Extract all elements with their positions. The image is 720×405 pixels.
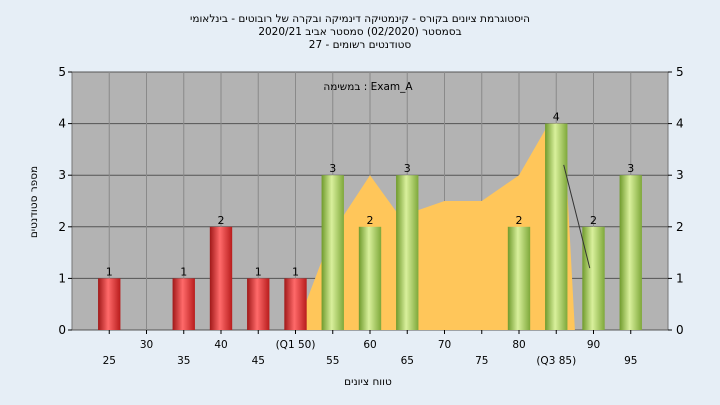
y-axis-title: מספר סטודנטים bbox=[28, 166, 40, 238]
bar-60 bbox=[358, 226, 382, 330]
bar-80 bbox=[507, 226, 531, 330]
y-tick-label-left: 5 bbox=[58, 65, 66, 79]
bar-value-label-35: 1 bbox=[180, 265, 187, 278]
x-tick-label: 55 bbox=[326, 355, 339, 367]
bar-50 bbox=[284, 278, 307, 330]
bar-value-label-85: 4 bbox=[553, 111, 560, 124]
x-tick-label: 90 bbox=[587, 339, 600, 351]
bar-90 bbox=[582, 226, 605, 330]
y-tick-label-left: 0 bbox=[58, 323, 66, 337]
bar-65 bbox=[396, 175, 419, 330]
y-tick-label-right: 3 bbox=[676, 168, 684, 182]
y-tick-label-left: 4 bbox=[58, 117, 66, 131]
chart-title-line-2: בסמסטר (02/2020) סמסטר אביב 2020/21 bbox=[258, 26, 461, 38]
y-tick-label-left: 1 bbox=[58, 271, 66, 285]
bar-value-label-45: 1 bbox=[255, 265, 262, 278]
chart-title-line-3: סטודנטים רשומים - 27 bbox=[309, 39, 412, 51]
bar-25 bbox=[98, 278, 121, 330]
bar-55 bbox=[321, 175, 344, 330]
trend-line bbox=[563, 164, 591, 269]
y-tick-label-right: 2 bbox=[676, 220, 684, 234]
x-tick-label: 75 bbox=[475, 355, 488, 367]
y-axis-right: 0 1 2 3 4 5 bbox=[668, 65, 684, 337]
y-tick-label-left: 2 bbox=[58, 220, 66, 234]
bar-value-label-80: 2 bbox=[516, 214, 523, 227]
x-tick-label: 95 bbox=[624, 355, 637, 367]
bar-value-label-95: 3 bbox=[627, 162, 634, 175]
x-tick-label: 35 bbox=[177, 355, 190, 367]
bar-value-label-90: 2 bbox=[590, 214, 597, 227]
y-tick-label-right: 5 bbox=[676, 65, 684, 79]
y-tick-label-right: 1 bbox=[676, 271, 684, 285]
x-tick-label: 30 bbox=[140, 339, 153, 351]
x-tick-label: 45 bbox=[252, 355, 265, 367]
chart-title-line-1: היסטוגרמת ציונים בקורס - קינמטיקה דינמיק… bbox=[190, 13, 530, 25]
x-tick-label: (Q1 50) bbox=[276, 339, 316, 351]
bar-value-label-60: 2 bbox=[367, 214, 374, 227]
legend-text: במשימה : Exam_A bbox=[323, 81, 413, 93]
x-axis-title: טווח ציונים bbox=[344, 376, 392, 388]
x-tick-label: 60 bbox=[363, 339, 376, 351]
bar-40 bbox=[209, 226, 233, 330]
x-tick-label: 80 bbox=[512, 339, 525, 351]
bars-group: 1 1 2 1 1 3 2 3 2 4 2 3 bbox=[98, 111, 642, 330]
bar-35 bbox=[172, 278, 195, 330]
x-tick-label: (Q3 85) bbox=[536, 355, 576, 367]
y-tick-label-right: 4 bbox=[676, 117, 684, 131]
bar-value-label-65: 3 bbox=[404, 162, 411, 175]
x-axis: 25 30 35 40 45 (Q1 50) 55 60 65 70 75 80 (Q3 85) 90 95 bbox=[103, 330, 637, 367]
y-tick-label-right: 0 bbox=[676, 323, 684, 337]
bar-value-label-50: 1 bbox=[292, 265, 299, 278]
bar-value-label-25: 1 bbox=[106, 265, 113, 278]
x-tick-label: 40 bbox=[214, 339, 227, 351]
bar-value-label-55: 3 bbox=[329, 162, 336, 175]
y-axis-left: 0 1 2 3 4 5 bbox=[58, 65, 72, 337]
x-tick-label: 70 bbox=[438, 339, 451, 351]
bar-95 bbox=[619, 175, 642, 330]
x-tick-label: 65 bbox=[401, 355, 414, 367]
bar-45 bbox=[247, 278, 270, 330]
x-tick-label: 25 bbox=[103, 355, 116, 367]
bar-85 bbox=[545, 123, 568, 330]
y-tick-label-left: 3 bbox=[58, 168, 66, 182]
bar-value-label-40: 2 bbox=[218, 214, 225, 227]
